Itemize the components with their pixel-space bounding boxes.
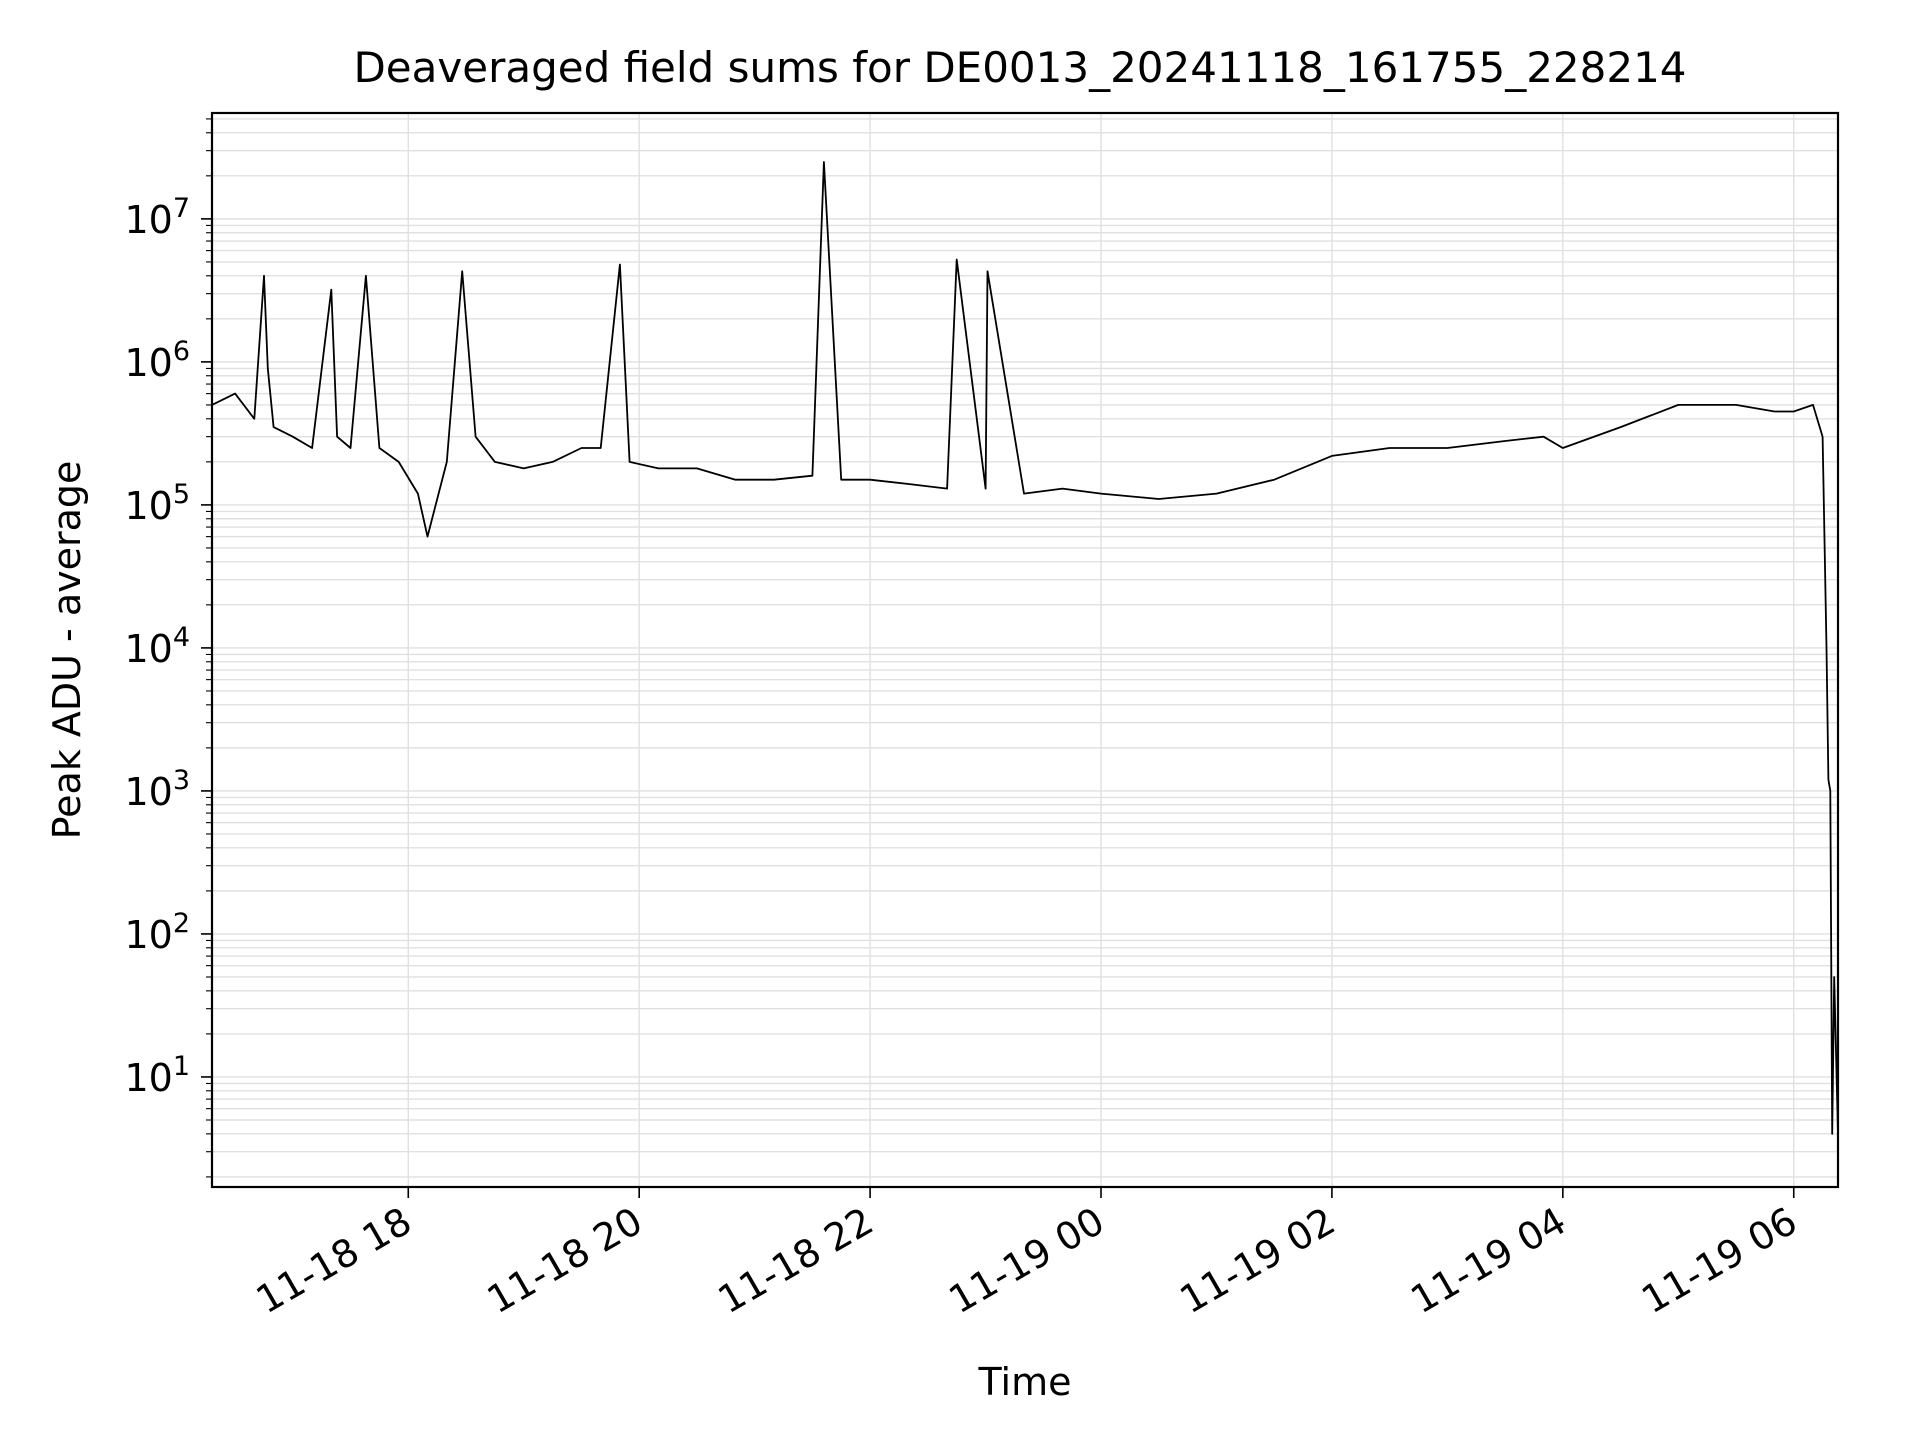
x-axis-label: Time [978, 1360, 1072, 1404]
y-tick-label-exponent: 4 [173, 622, 190, 653]
y-tick-label-base: 10 [124, 1056, 172, 1100]
y-tick-label-base: 10 [124, 770, 172, 814]
y-axis-label: Peak ADU - average [45, 461, 89, 840]
y-tick-label-exponent: 5 [173, 479, 190, 510]
chart-title: Deaveraged field sums for DE0013_2024111… [353, 43, 1686, 92]
y-tick-label-base: 10 [124, 913, 172, 957]
y-tick-label: 101 [124, 1051, 190, 1100]
y-tick-label: 107 [124, 193, 190, 242]
y-tick-label: 105 [124, 479, 190, 528]
y-tick-label-base: 10 [124, 484, 172, 528]
y-tick-label: 103 [124, 765, 190, 814]
y-tick-label-base: 10 [124, 198, 172, 242]
y-tick-label-base: 10 [124, 627, 172, 671]
data-series-line [211, 161, 1839, 1135]
y-tick-label-exponent: 1 [173, 1051, 190, 1082]
y-tick-label-exponent: 7 [173, 193, 190, 224]
y-tick-label: 102 [124, 908, 190, 957]
y-tick-label-exponent: 3 [173, 765, 190, 796]
series-layer [211, 161, 1839, 1135]
y-tick-label: 104 [124, 622, 190, 671]
grid-layer [212, 113, 1838, 1187]
y-tick-label-base: 10 [124, 341, 172, 385]
y-tick-label-exponent: 2 [173, 908, 190, 939]
plot-frame [210, 111, 1840, 1189]
y-tick-label-exponent: 6 [173, 336, 190, 367]
y-tick-label: 106 [124, 336, 190, 385]
